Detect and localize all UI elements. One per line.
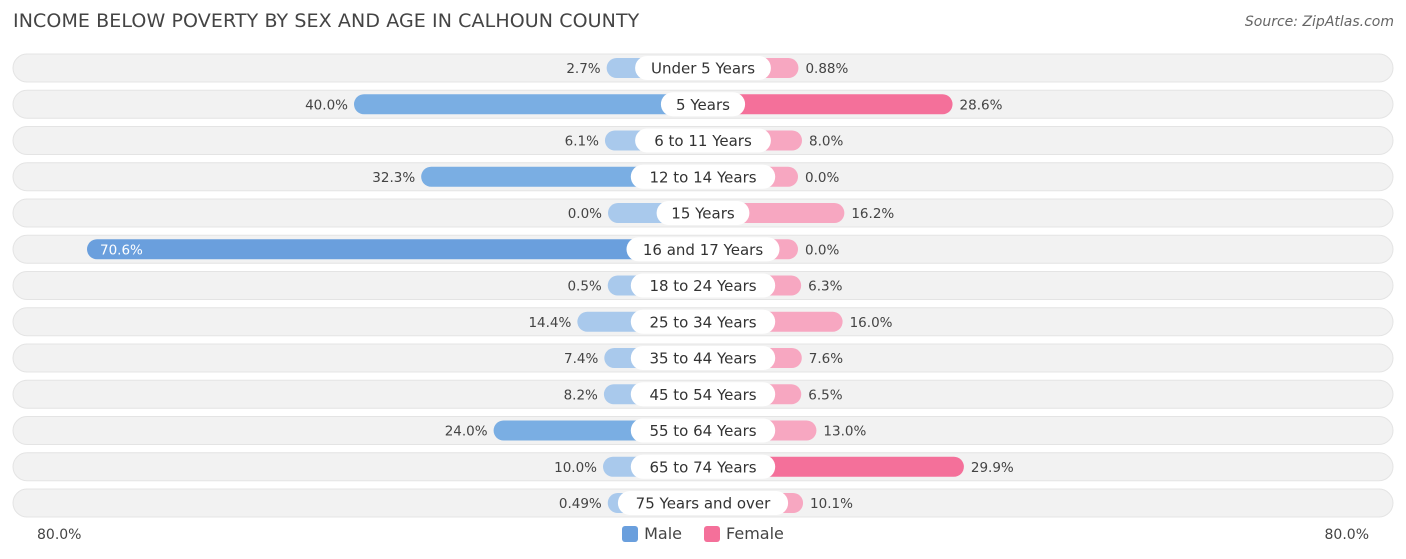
category-label: Under 5 Years xyxy=(651,60,755,78)
value-label-female: 16.2% xyxy=(851,206,894,222)
source-note: Source: ZipAtlas.com xyxy=(1244,14,1394,30)
value-label-female: 8.0% xyxy=(809,134,843,150)
value-label-male: 8.2% xyxy=(564,387,598,403)
value-label-male: 7.4% xyxy=(564,351,598,367)
bar-male xyxy=(353,94,703,115)
category-label: 16 and 17 Years xyxy=(643,241,763,259)
legend-item-male: Male xyxy=(622,524,682,543)
category-label: 5 Years xyxy=(676,96,730,114)
category-label: 75 Years and over xyxy=(636,495,771,513)
value-label-female: 6.3% xyxy=(808,279,842,295)
value-label-female: 0.0% xyxy=(805,242,839,258)
category-pill xyxy=(656,201,750,225)
value-label-male: 0.0% xyxy=(568,206,602,222)
value-label-male: 24.0% xyxy=(445,424,488,440)
category-pill xyxy=(630,382,776,407)
category-label: 35 to 44 Years xyxy=(649,350,756,368)
axis-label-left: 80.0% xyxy=(37,527,82,543)
value-label-female: 13.0% xyxy=(823,424,866,440)
category-pill xyxy=(660,92,746,117)
category-label: 12 to 14 Years xyxy=(649,168,756,186)
category-pill xyxy=(630,309,776,334)
value-label-female: 6.5% xyxy=(808,387,842,403)
category-pill xyxy=(630,346,776,370)
value-label-female: 0.88% xyxy=(805,61,848,77)
value-label-female: 28.6% xyxy=(960,97,1003,113)
value-label-male: 32.3% xyxy=(372,170,415,186)
value-label-female: 16.0% xyxy=(850,315,893,331)
value-label-female: 7.6% xyxy=(809,351,843,367)
legend-label-male: Male xyxy=(644,524,683,543)
value-label-male: 0.49% xyxy=(559,496,602,512)
category-pill xyxy=(630,164,776,189)
value-label-male: 14.4% xyxy=(528,315,571,331)
axis-label-right: 80.0% xyxy=(1324,527,1369,543)
category-label: 25 to 34 Years xyxy=(649,313,756,331)
value-label-male: 0.5% xyxy=(567,279,601,295)
value-label-male: 40.0% xyxy=(305,97,348,113)
value-label-female: 0.0% xyxy=(805,170,839,186)
category-pill xyxy=(635,128,771,153)
value-label-male: 70.6% xyxy=(100,242,143,258)
legend-swatch-male xyxy=(622,525,639,542)
value-label-male: 10.0% xyxy=(554,460,597,476)
category-label: 6 to 11 Years xyxy=(654,132,752,150)
value-label-male: 2.7% xyxy=(566,61,600,77)
value-label-female: 29.9% xyxy=(971,460,1014,476)
category-label: 65 to 74 Years xyxy=(649,458,756,476)
legend-item-female: Female xyxy=(704,524,784,543)
value-label-female: 10.1% xyxy=(810,496,853,512)
value-label-male: 6.1% xyxy=(565,134,599,150)
category-pill xyxy=(630,273,776,298)
category-label: 55 to 64 Years xyxy=(649,422,756,440)
category-label: 18 to 24 Years xyxy=(649,277,756,295)
chart-title: INCOME BELOW POVERTY BY SEX AND AGE IN C… xyxy=(13,10,640,32)
category-label: 15 Years xyxy=(671,205,735,223)
category-pill xyxy=(635,56,771,80)
legend: Male Female xyxy=(0,524,1406,543)
category-pill xyxy=(617,491,789,515)
bar-female xyxy=(703,94,953,115)
category-pill xyxy=(630,418,776,443)
legend-swatch-female xyxy=(704,525,721,542)
bar-male xyxy=(87,239,703,260)
category-label: 45 to 54 Years xyxy=(649,386,756,404)
category-pill xyxy=(626,237,780,262)
category-pill xyxy=(630,454,776,479)
legend-label-female: Female xyxy=(726,524,784,543)
